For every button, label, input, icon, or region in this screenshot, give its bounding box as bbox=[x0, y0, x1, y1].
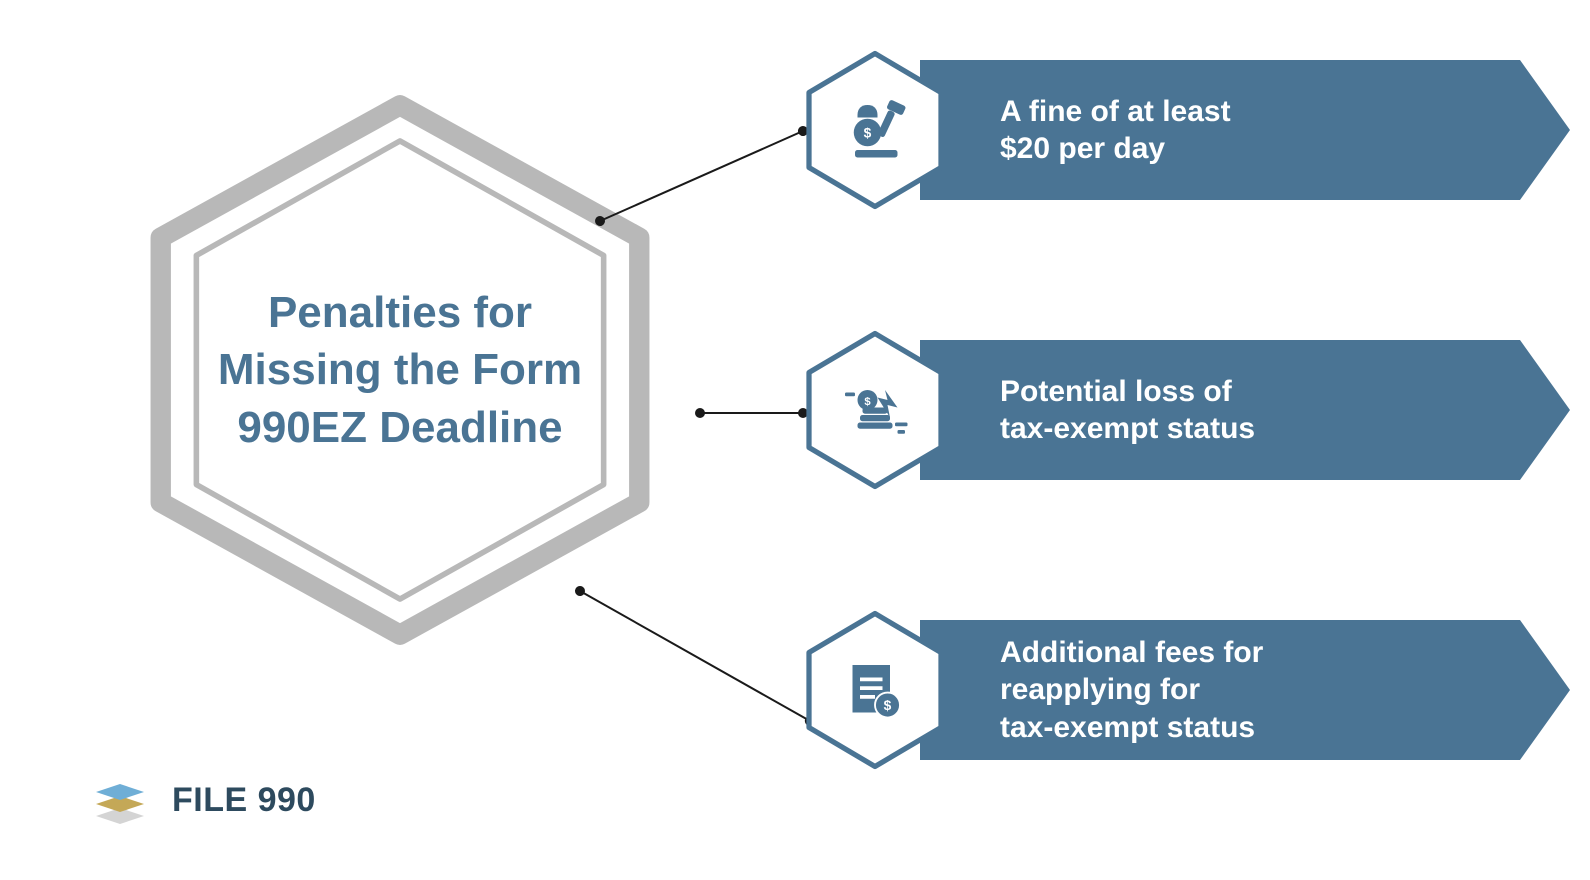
logo-stack-icon bbox=[90, 770, 150, 830]
penalty-item: $ Potential loss of tax-exempt status bbox=[800, 340, 1520, 480]
penalty-icon-hex: $ bbox=[800, 45, 950, 215]
document-fee-icon: $ bbox=[800, 605, 950, 775]
connector-line bbox=[700, 412, 803, 414]
main-title: Penalties for Missing the Form 990EZ Dea… bbox=[90, 90, 710, 650]
logo: FILE 990 bbox=[90, 770, 316, 830]
penalty-text: Potential loss of tax-exempt status bbox=[1000, 373, 1255, 448]
main-title-text: Penalties for Missing the Form 990EZ Dea… bbox=[200, 284, 600, 456]
coins-loss-icon: $ bbox=[800, 325, 950, 495]
penalty-arrow: Potential loss of tax-exempt status bbox=[920, 340, 1520, 480]
penalty-icon-hex: $ bbox=[800, 605, 950, 775]
logo-text: FILE 990 bbox=[172, 781, 316, 820]
penalty-arrow: Additional fees for reapplying for tax-e… bbox=[920, 620, 1520, 760]
main-hexagon: Penalties for Missing the Form 990EZ Dea… bbox=[90, 90, 710, 650]
money-gavel-icon: $ bbox=[800, 45, 950, 215]
penalty-icon-hex: $ bbox=[800, 325, 950, 495]
svg-text:$: $ bbox=[884, 698, 892, 713]
penalty-item: $ A fine of at least $20 per day bbox=[800, 60, 1520, 200]
penalty-text: A fine of at least $20 per day bbox=[1000, 93, 1231, 168]
penalty-item: $ Additional fees for reapplying for tax… bbox=[800, 620, 1520, 760]
svg-text:$: $ bbox=[864, 396, 871, 408]
svg-text:$: $ bbox=[864, 126, 872, 141]
penalty-text: Additional fees for reapplying for tax-e… bbox=[1000, 634, 1263, 747]
penalty-arrow: A fine of at least $20 per day bbox=[920, 60, 1520, 200]
